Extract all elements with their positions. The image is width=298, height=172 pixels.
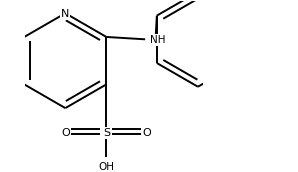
Text: S: S xyxy=(103,128,110,138)
Text: OH: OH xyxy=(98,162,114,172)
Text: O: O xyxy=(142,128,151,138)
Text: N: N xyxy=(61,9,69,19)
Text: O: O xyxy=(62,128,70,138)
Text: NH: NH xyxy=(150,35,165,45)
